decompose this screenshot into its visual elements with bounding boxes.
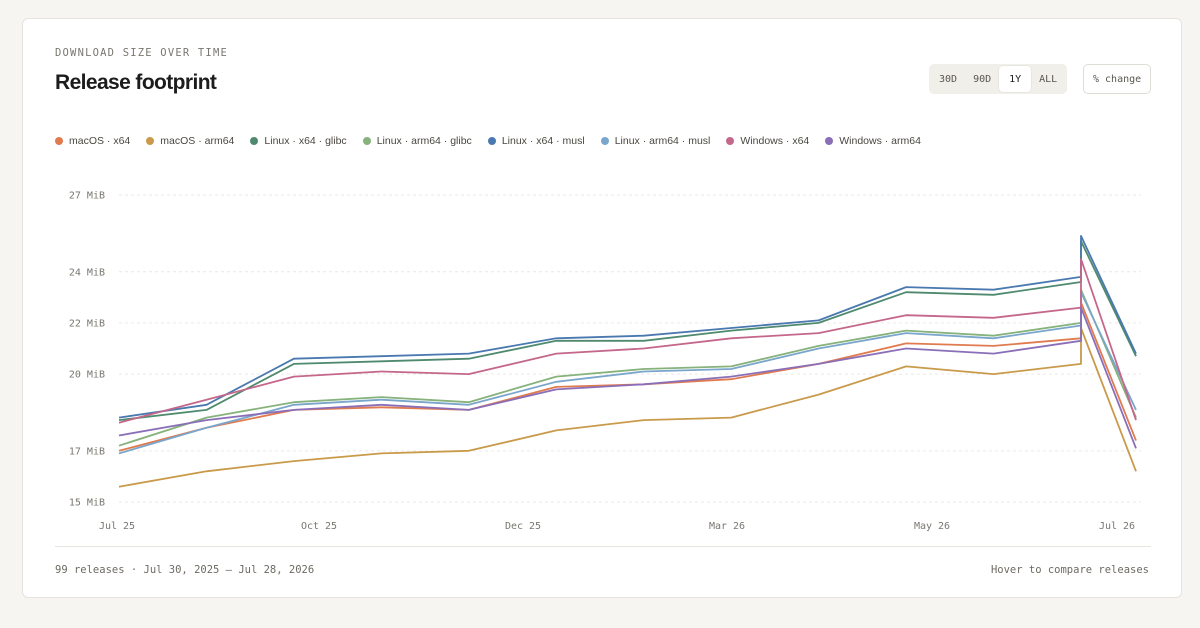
legend-swatch [146,137,155,145]
time-range-toggle: 30D 90D 1Y ALL [929,64,1068,94]
x-tick-label: Jul 25 [99,521,135,532]
legend-label: macOS · arm64 [160,135,235,147]
series-line[interactable] [118,235,1137,419]
legend-item[interactable]: Windows · arm64 [825,135,921,147]
legend-label: Windows · x64 [740,135,810,147]
series-line[interactable] [118,288,1137,447]
legend-item[interactable]: Linux · x64 · glibc [250,135,347,147]
legend-label: Windows · arm64 [839,135,921,147]
legend-swatch [726,137,735,145]
legend-item[interactable]: Linux · arm64 · musl [600,135,711,147]
y-tick-label: 22 MiB [69,318,105,329]
legend-item[interactable]: macOS · x64 [55,135,130,147]
series-line[interactable] [118,306,1137,449]
hover-hint: Hover to compare releases [990,564,1149,576]
y-tick-label: 24 MiB [69,267,105,278]
legend-swatch [55,137,63,145]
legend-item[interactable]: macOS · arm64 [146,135,234,147]
percent-change-button[interactable]: % change [1083,64,1152,94]
x-tick-label: May 26 [914,521,950,532]
y-tick-label: 17 MiB [69,446,105,457]
release-summary: 99 releases · Jul 30, 2025 – Jul 28, 202… [55,564,315,576]
range-30d-button[interactable]: 30D [931,66,965,92]
series-line[interactable] [118,240,1137,421]
chart-title: Release footprint [55,71,217,94]
legend-label: Linux · x64 · musl [501,135,585,147]
chart-legend: macOS · x64 macOS · arm64 Linux · x64 · gl… [55,135,921,147]
range-1y-button[interactable]: 1Y [999,66,1032,92]
x-tick-label: Jul 26 [1099,521,1135,532]
chart-card: DOWNLOAD SIZE OVER TIME Release footprin… [22,18,1182,598]
line-chart[interactable]: 15 MiB 17 MiB 20 MiB 22 MiB 24 MiB 27 MiB Jul … [23,19,1183,539]
y-tick-label: 15 MiB [69,498,105,509]
legend-swatch [362,137,371,145]
range-all-button[interactable]: ALL [1031,66,1065,92]
legend-swatch [825,137,834,145]
legend-label: Linux · x64 · glibc [264,135,347,147]
legend-item[interactable]: Windows · x64 [726,135,809,147]
x-tick-label: Mar 26 [709,521,745,532]
chart-eyebrow: DOWNLOAD SIZE OVER TIME [55,47,228,59]
legend-swatch [487,137,496,145]
legend-swatch [600,137,609,145]
legend-label: Linux · arm64 · glibc [376,135,472,147]
series-line[interactable] [118,327,1137,488]
legend-item[interactable]: Linux · x64 · musl [487,135,585,147]
y-tick-label: 27 MiB [69,191,105,202]
legend-item[interactable]: Linux · arm64 · glibc [362,135,472,147]
x-tick-label: Oct 25 [301,521,337,532]
x-tick-label: Dec 25 [505,521,541,532]
footer-divider [55,546,1151,547]
range-90d-button[interactable]: 90D [965,66,999,92]
y-tick-label: 20 MiB [69,370,105,381]
legend-label: macOS · x64 [69,135,131,147]
legend-label: Linux · arm64 · musl [614,135,711,147]
series-line[interactable] [118,258,1137,424]
series-line[interactable] [118,291,1137,455]
legend-swatch [250,137,259,145]
